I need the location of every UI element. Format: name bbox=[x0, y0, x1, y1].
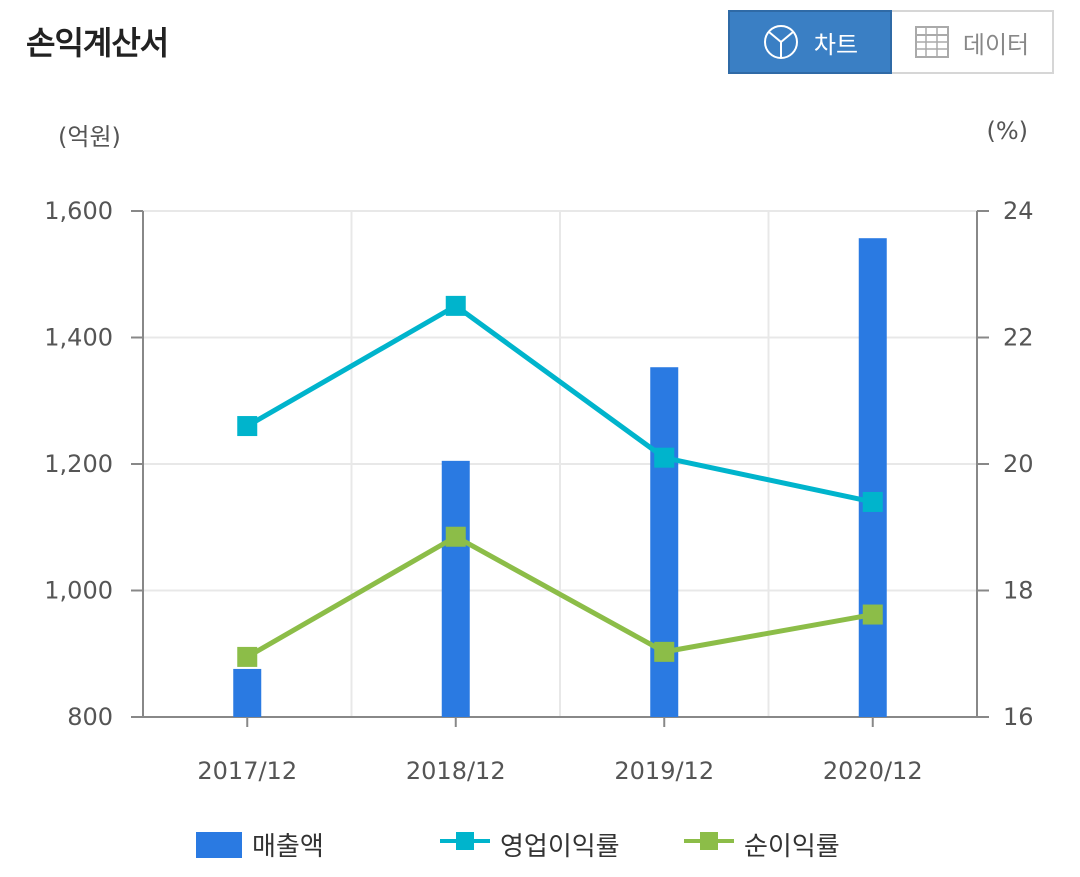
left-tick-label: 1,600 bbox=[44, 197, 113, 225]
x-tick-label: 2017/12 bbox=[197, 757, 297, 785]
page-title: 손익계산서 bbox=[26, 24, 169, 62]
chart-legend: 매출액 영업이익률 순이익률 bbox=[0, 826, 1080, 866]
point-net-margin bbox=[237, 646, 258, 667]
point-net-margin bbox=[862, 604, 883, 625]
view-toggle: 차트 데이터 bbox=[728, 10, 1054, 74]
data-view-button[interactable]: 데이터 bbox=[892, 10, 1054, 74]
legend-bar-swatch bbox=[196, 831, 242, 858]
legend-label-revenue: 매출액 bbox=[252, 832, 324, 862]
data-view-label: 데이터 bbox=[962, 30, 1030, 59]
point-op-margin bbox=[237, 416, 258, 437]
point-op-margin bbox=[654, 447, 675, 468]
point-net-margin bbox=[445, 526, 466, 547]
legend-label-net-margin: 순이익률 bbox=[744, 832, 840, 862]
point-op-margin bbox=[862, 491, 883, 512]
x-tick-label: 2020/12 bbox=[823, 757, 923, 785]
bar-revenue bbox=[441, 460, 470, 717]
bar-revenue bbox=[858, 238, 887, 717]
right-tick-label: 18 bbox=[1003, 577, 1034, 605]
legend-line-swatch-net bbox=[684, 828, 734, 861]
left-axis-unit: (억원) bbox=[58, 123, 121, 151]
left-tick-label: 1,200 bbox=[44, 450, 113, 478]
left-tick-label: 1,400 bbox=[44, 324, 113, 352]
x-tick-label: 2018/12 bbox=[406, 757, 506, 785]
left-tick-label: 1,000 bbox=[44, 577, 113, 605]
legend-item-op-margin[interactable]: 영업이익률 bbox=[440, 826, 620, 863]
right-axis-unit: (%) bbox=[986, 117, 1028, 145]
bar-revenue bbox=[650, 367, 679, 717]
chart-view-label: 차트 bbox=[813, 30, 859, 59]
right-tick-label: 20 bbox=[1003, 450, 1034, 478]
right-tick-label: 22 bbox=[1003, 324, 1034, 352]
legend-line-swatch-op bbox=[440, 828, 490, 861]
legend-item-revenue[interactable]: 매출액 bbox=[196, 826, 324, 863]
legend-item-net-margin[interactable]: 순이익률 bbox=[684, 826, 840, 863]
chart-view-button[interactable]: 차트 bbox=[728, 10, 892, 74]
point-op-margin bbox=[445, 295, 466, 316]
x-tick-label: 2019/12 bbox=[614, 757, 714, 785]
pie-chart-icon bbox=[762, 23, 800, 61]
left-tick-label: 800 bbox=[67, 703, 113, 731]
table-icon bbox=[914, 26, 949, 58]
bar-revenue bbox=[233, 668, 262, 717]
right-tick-label: 16 bbox=[1003, 703, 1034, 731]
line-net-margin bbox=[246, 534, 874, 660]
right-tick-label: 24 bbox=[1003, 197, 1034, 225]
point-net-margin bbox=[654, 641, 675, 662]
legend-label-op-margin: 영업이익률 bbox=[500, 832, 620, 862]
line-op-margin bbox=[246, 303, 874, 505]
